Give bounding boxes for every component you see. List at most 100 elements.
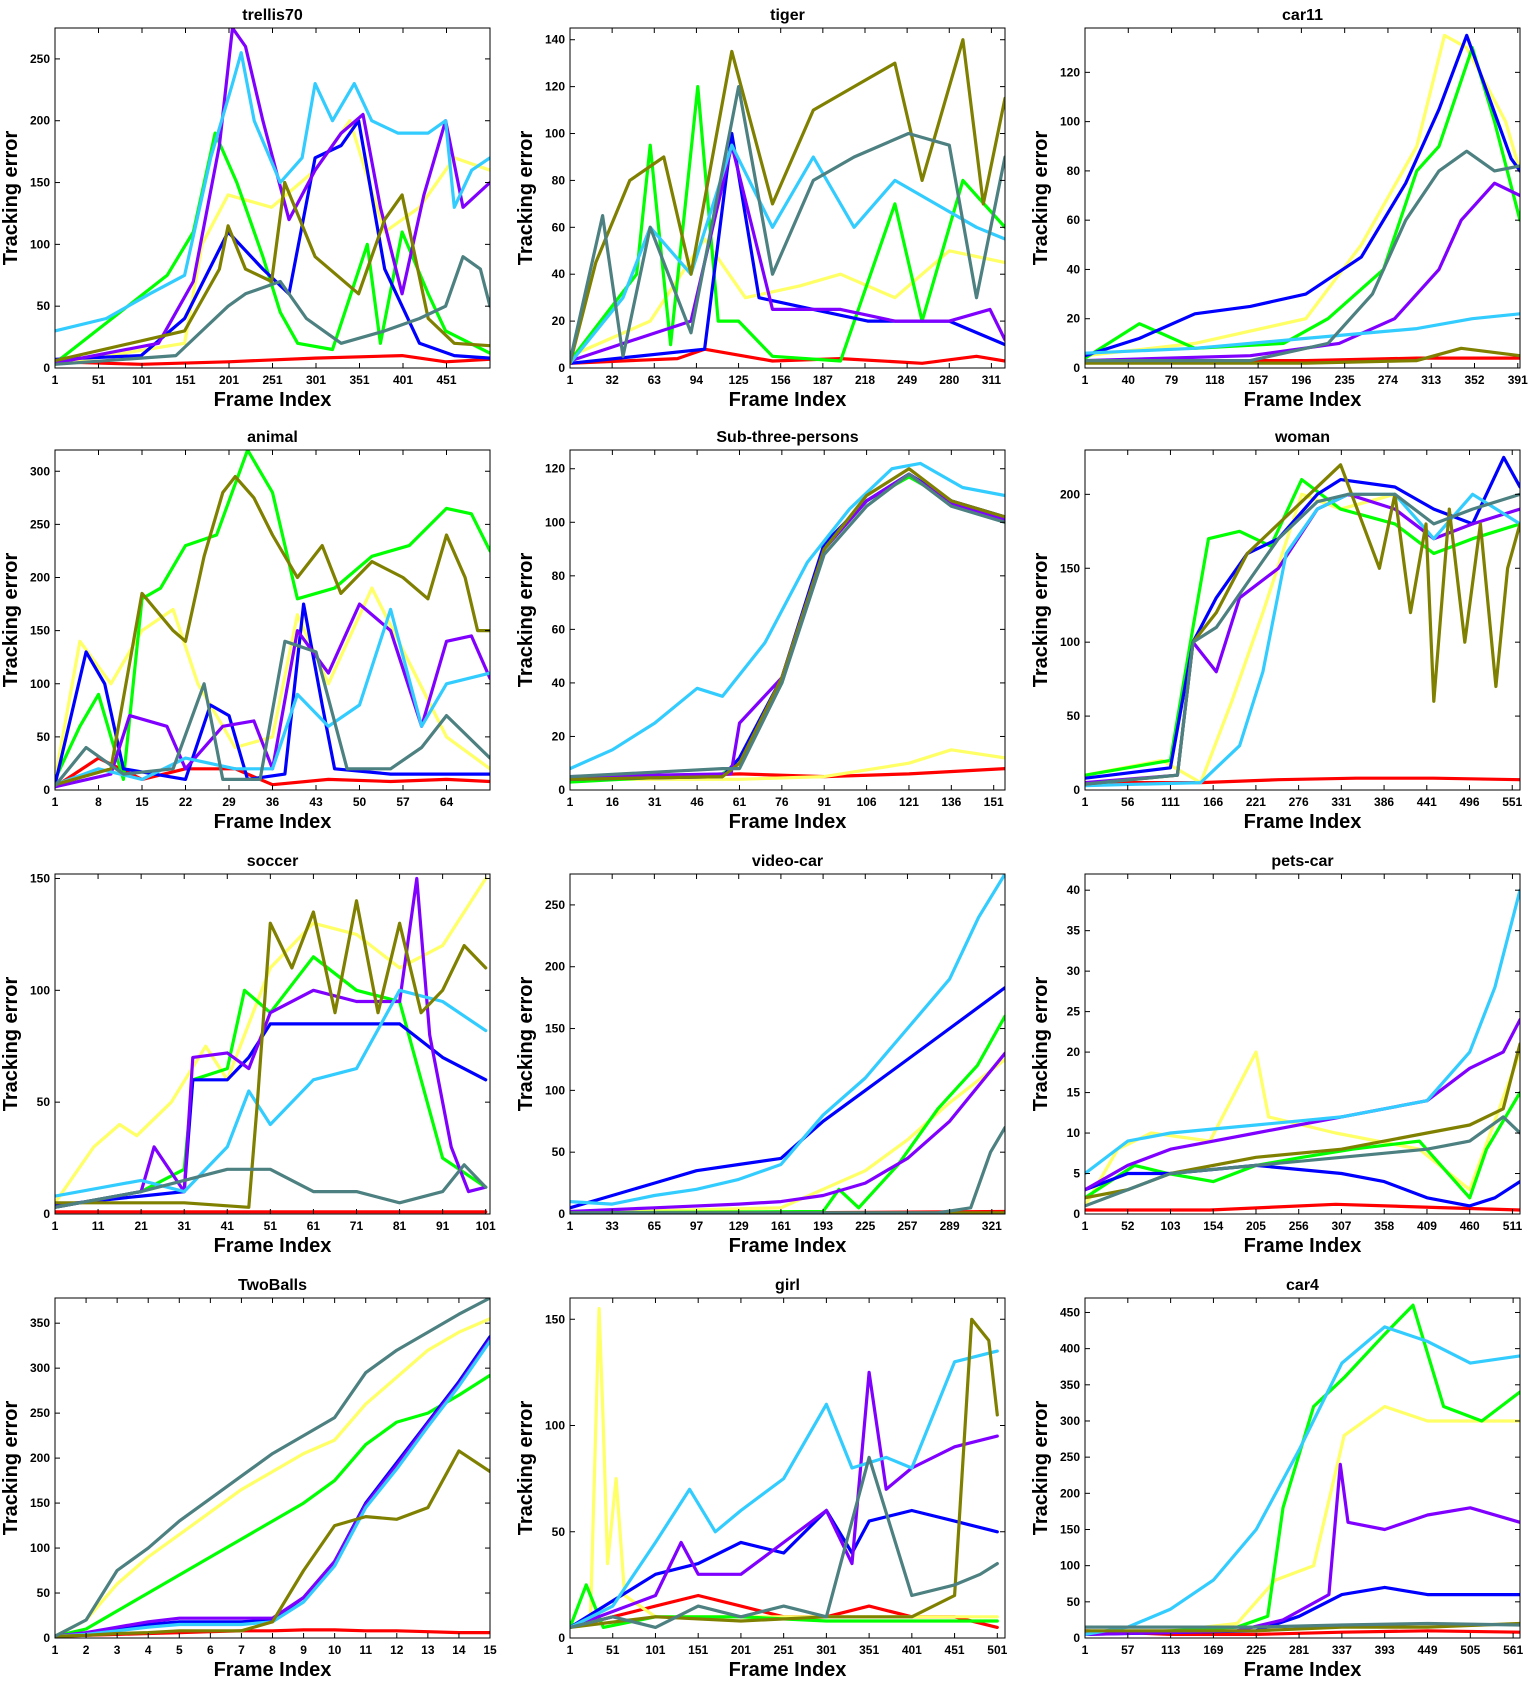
chart-panel-pets-car: pets-car 1 52 103 154 205 256 307 358 409 460 511 0 5… [1030, 853, 1522, 1257]
x-tick-label: 21 [134, 1219, 148, 1233]
x-tick-label: 218 [855, 373, 875, 387]
x-tick-label: 307 [1331, 1219, 1351, 1233]
series-line-teal [55, 639, 490, 788]
x-tick-label: 46 [690, 795, 704, 809]
chart-title: girl [775, 1277, 800, 1294]
series-line-cyan [570, 874, 1005, 1206]
x-tick-label: 6 [207, 1643, 214, 1657]
x-tick-label: 22 [179, 795, 193, 809]
x-tick-label: 1 [1082, 1219, 1089, 1233]
x-tick-label: 1 [52, 1219, 59, 1233]
x-axis-label: Frame Index [729, 1659, 847, 1681]
series-line-teal [55, 1163, 488, 1209]
y-tick-label: 150 [30, 1496, 50, 1510]
x-tick-label: 1 [567, 1219, 574, 1233]
y-tick-label: 0 [1073, 1631, 1080, 1645]
y-tick-label: 150 [545, 1312, 565, 1326]
y-tick-label: 100 [1060, 115, 1080, 129]
chart-title: soccer [247, 853, 299, 870]
x-tick-label: 32 [605, 373, 619, 387]
x-tick-label: 201 [219, 373, 239, 387]
x-tick-label: 551 [1502, 795, 1522, 809]
x-tick-label: 501 [987, 1643, 1007, 1657]
series-line-cyan [1085, 1325, 1520, 1636]
y-tick-label: 20 [1067, 1045, 1081, 1059]
y-tick-label: 120 [545, 80, 565, 94]
series-line-yellow [570, 237, 1005, 358]
series-line-red [55, 354, 490, 366]
x-tick-label: 1 [567, 373, 574, 387]
y-tick-label: 250 [1060, 1450, 1080, 1464]
x-tick-label: 101 [132, 373, 152, 387]
y-tick-label: 150 [545, 1022, 565, 1036]
series-line-teal [570, 1125, 1005, 1214]
series-line-green [570, 1014, 1005, 1214]
series-line-olive [55, 180, 490, 363]
x-tick-label: 1 [52, 795, 59, 809]
axes-box [1084, 27, 1521, 369]
x-tick-label: 15 [483, 1643, 497, 1657]
series-line-blue [55, 1335, 490, 1638]
x-tick-label: 43 [309, 795, 323, 809]
x-tick-label: 40 [1122, 373, 1136, 387]
x-tick-label: 33 [606, 1219, 620, 1233]
series-group [1085, 455, 1520, 788]
series-group [55, 450, 490, 789]
x-tick-label: 449 [1417, 1643, 1437, 1657]
y-tick-label: 0 [558, 1207, 565, 1221]
x-tick-label: 2 [83, 1643, 90, 1657]
y-tick-label: 80 [1067, 164, 1081, 178]
y-tick-label: 300 [1060, 1414, 1080, 1428]
chart-title: pets-car [1271, 853, 1333, 870]
axes-box [569, 449, 1006, 791]
x-tick-label: 8 [269, 1643, 276, 1657]
x-tick-label: 1 [1082, 1643, 1089, 1657]
y-tick-label: 50 [37, 1586, 51, 1600]
x-tick-label: 52 [1121, 1219, 1135, 1233]
x-tick-label: 71 [350, 1219, 364, 1233]
series-line-cyan [570, 461, 1005, 771]
series-line-purple [1085, 181, 1520, 363]
y-tick-label: 0 [43, 1207, 50, 1221]
x-tick-label: 1 [567, 795, 574, 809]
x-axis-label: Frame Index [729, 389, 847, 411]
series-line-cyan [55, 1339, 490, 1638]
series-line-olive [570, 38, 1005, 365]
axes-box [1084, 449, 1521, 791]
y-tick-label: 80 [552, 173, 566, 187]
x-tick-label: 113 [1161, 1643, 1181, 1657]
x-tick-label: 1 [1082, 373, 1089, 387]
x-tick-label: 36 [266, 795, 280, 809]
x-tick-label: 391 [1508, 373, 1528, 387]
series-line-purple [55, 876, 488, 1209]
x-tick-label: 251 [774, 1643, 794, 1657]
y-tick-label: 400 [1060, 1342, 1080, 1356]
x-tick-label: 63 [648, 373, 662, 387]
series-line-olive [55, 475, 490, 787]
x-tick-label: 57 [1121, 1643, 1135, 1657]
y-axis-label: Tracking error [0, 977, 22, 1112]
x-tick-label: 301 [306, 373, 326, 387]
x-tick-label: 136 [941, 795, 961, 809]
x-tick-label: 61 [733, 795, 747, 809]
x-tick-label: 289 [940, 1219, 960, 1233]
y-tick-label: 100 [545, 1083, 565, 1097]
axes-box [54, 449, 491, 791]
series-group [1085, 1303, 1520, 1636]
x-tick-label: 221 [1246, 795, 1266, 809]
x-tick-label: 274 [1378, 373, 1398, 387]
series-line-teal [1085, 1621, 1520, 1629]
x-tick-label: 31 [178, 1219, 192, 1233]
x-tick-label: 4 [145, 1643, 152, 1657]
x-tick-label: 129 [729, 1219, 749, 1233]
x-tick-label: 1 [52, 373, 59, 387]
x-tick-label: 57 [396, 795, 410, 809]
series-group [570, 874, 1005, 1214]
x-tick-label: 16 [606, 795, 620, 809]
x-tick-label: 441 [1417, 795, 1437, 809]
x-tick-label: 50 [353, 795, 367, 809]
x-tick-label: 51 [606, 1643, 620, 1657]
y-tick-label: 0 [43, 783, 50, 797]
